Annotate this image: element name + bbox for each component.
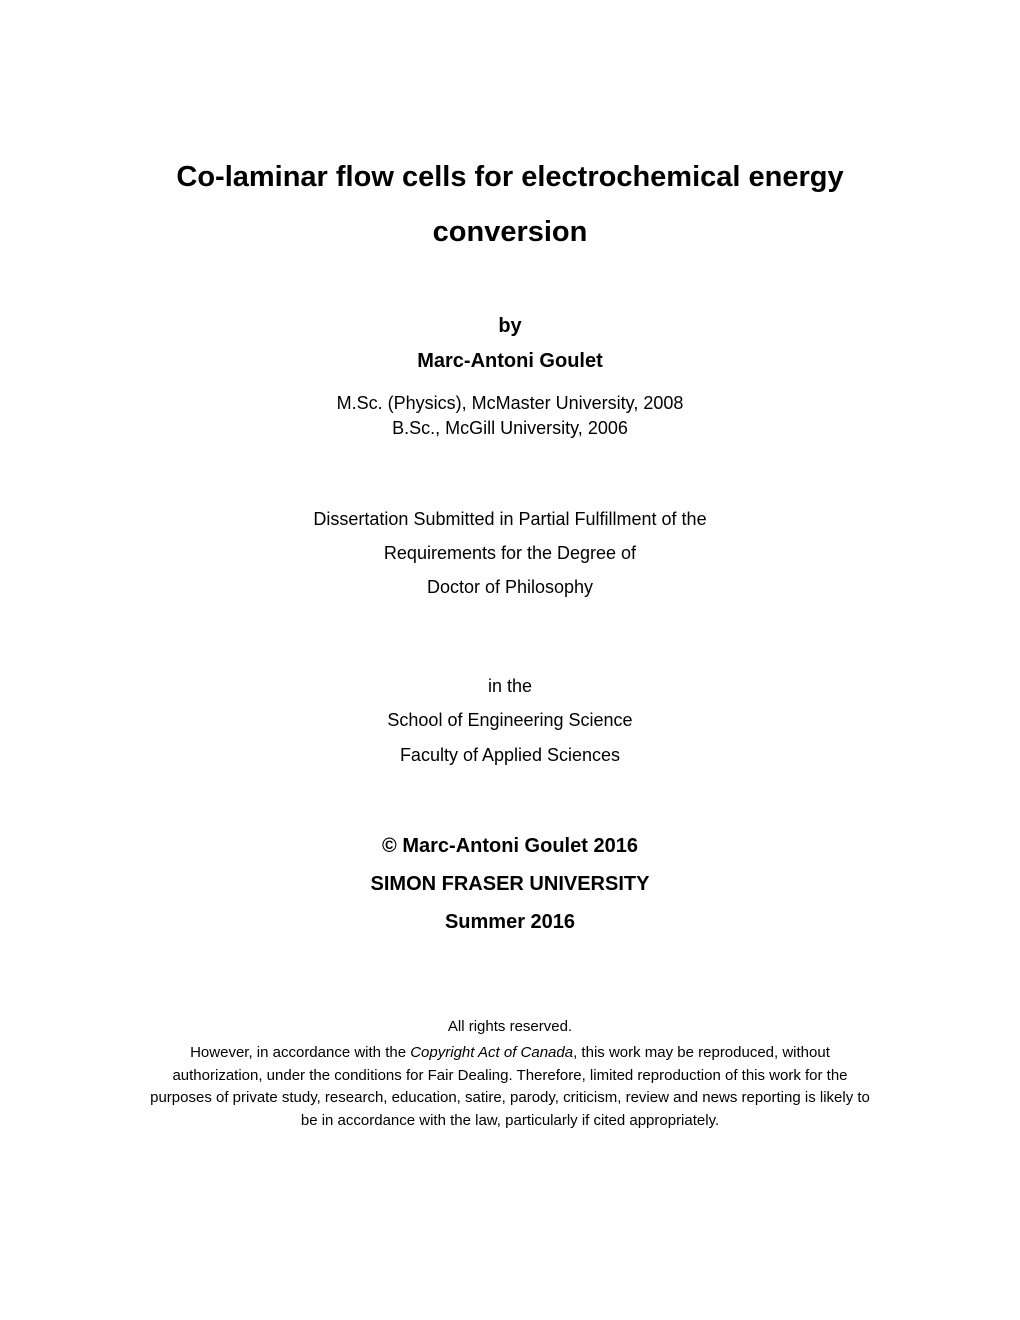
rights-text-before: However, in accordance with the — [190, 1044, 410, 1061]
copyright-line-3: Summer 2016 — [120, 903, 900, 941]
dissertation-title: Co-laminar flow cells for electrochemica… — [120, 150, 900, 260]
rights-statement: All rights reserved. However, in accorda… — [120, 1016, 900, 1133]
submission-line-3: Doctor of Philosophy — [120, 570, 900, 604]
rights-reserved: All rights reserved. — [150, 1016, 870, 1039]
by-label: by — [120, 315, 900, 338]
rights-italic: Copyright Act of Canada — [410, 1044, 573, 1061]
copyright-block: © Marc-Antoni Goulet 2016 SIMON FRASER U… — [120, 827, 900, 941]
submission-statement: Dissertation Submitted in Partial Fulfil… — [120, 502, 900, 605]
school-line-2: School of Engineering Science — [120, 703, 900, 737]
school-line-1: in the — [120, 669, 900, 703]
credentials-line-2: B.Sc., McGill University, 2006 — [120, 416, 900, 441]
submission-line-1: Dissertation Submitted in Partial Fulfil… — [120, 502, 900, 536]
copyright-line-1: © Marc-Antoni Goulet 2016 — [120, 827, 900, 865]
credentials-line-1: M.Sc. (Physics), McMaster University, 20… — [120, 391, 900, 416]
rights-text: However, in accordance with the Copyrigh… — [150, 1042, 870, 1132]
author-credentials: M.Sc. (Physics), McMaster University, 20… — [120, 391, 900, 441]
copyright-line-2: SIMON FRASER UNIVERSITY — [120, 865, 900, 903]
submission-line-2: Requirements for the Degree of — [120, 536, 900, 570]
school-line-3: Faculty of Applied Sciences — [120, 738, 900, 772]
author-name: Marc-Antoni Goulet — [120, 350, 900, 373]
school-block: in the School of Engineering Science Fac… — [120, 669, 900, 772]
